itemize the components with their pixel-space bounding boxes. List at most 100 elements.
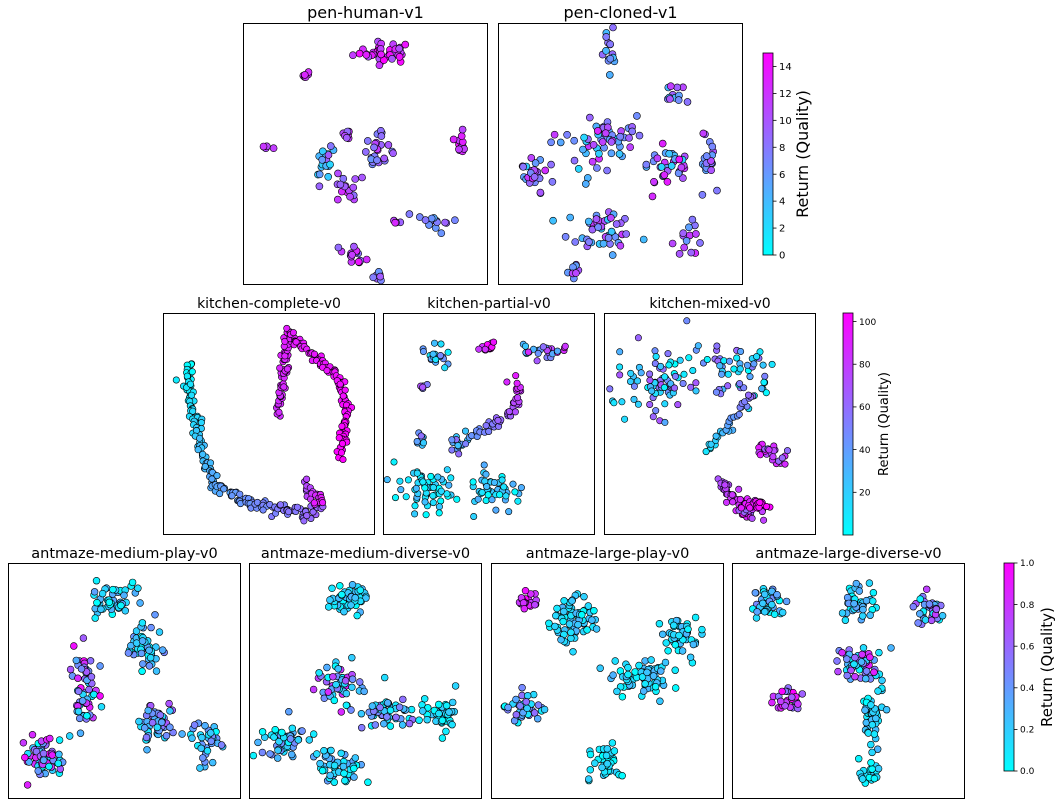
- scatter-point: [675, 250, 684, 258]
- scatter-point: [574, 165, 583, 173]
- scatter-point: [833, 657, 841, 665]
- scatter-point: [859, 644, 868, 652]
- colorbar-tick-label: 0: [779, 251, 785, 262]
- scatter-point: [514, 497, 522, 505]
- scatter-point: [423, 715, 431, 724]
- scatter-point: [138, 619, 147, 627]
- scatter-point: [339, 392, 347, 400]
- scatter-point: [482, 422, 490, 430]
- scatter-point: [634, 400, 642, 408]
- scatter-point: [858, 650, 866, 659]
- scatter-point: [606, 40, 615, 49]
- scatter-point: [647, 656, 655, 664]
- scatter-point: [627, 369, 635, 377]
- scatter-point: [339, 762, 348, 771]
- scatter-point: [628, 127, 637, 136]
- scatter-point: [692, 230, 700, 238]
- scatter-point: [300, 71, 309, 79]
- scatter-point: [875, 648, 883, 657]
- scatter-point: [663, 178, 672, 186]
- panel-title: antmaze-medium-play-v0: [31, 546, 217, 562]
- scatter-point: [342, 701, 351, 709]
- scatter-point: [199, 450, 207, 458]
- scatter-point: [197, 744, 205, 752]
- scatter-point: [601, 129, 610, 137]
- scatter-point: [207, 737, 215, 745]
- scatter-point: [878, 676, 886, 685]
- scatter-point: [656, 697, 664, 705]
- colorbar: 0 2 4 6 8 10 12 14 Return (Quality): [762, 52, 812, 262]
- scatter-point: [165, 699, 173, 708]
- scatter-point: [351, 594, 359, 602]
- scatter-point: [397, 486, 405, 494]
- scatter-point: [585, 113, 594, 122]
- scatter-point: [427, 472, 435, 480]
- scatter-point: [334, 665, 342, 673]
- scatter-point: [603, 166, 611, 175]
- scatter-point: [228, 492, 236, 500]
- scatter-point: [621, 415, 629, 423]
- scatter-point: [606, 54, 615, 63]
- scatter-point: [702, 448, 710, 456]
- scatter-point: [136, 599, 144, 607]
- scatter-point: [203, 747, 212, 755]
- scatter-point: [605, 71, 614, 79]
- scatter-point: [405, 719, 414, 728]
- scatter-point: [698, 625, 706, 634]
- panel-title: antmaze-large-play-v0: [526, 546, 690, 562]
- scatter-point: [303, 512, 311, 520]
- scatter-point: [676, 356, 684, 364]
- scatter-point: [413, 469, 421, 477]
- scatter-point: [451, 216, 459, 224]
- scatter-point: [561, 233, 570, 241]
- panel-pen-cloned-v1: pen-cloned-v1: [498, 3, 743, 285]
- scatter-point: [616, 241, 625, 250]
- scatter-point: [584, 217, 593, 226]
- scatter-point: [421, 695, 429, 703]
- colorbar-tick-label: 0.2: [1020, 726, 1034, 736]
- scatter-point: [470, 512, 478, 520]
- scatter-point: [376, 703, 384, 712]
- panel-title: antmaze-large-diverse-v0: [755, 546, 941, 562]
- scatter-point: [435, 709, 443, 718]
- scatter-point: [485, 427, 493, 435]
- scatter-point: [216, 490, 224, 498]
- scatter-point: [98, 589, 107, 598]
- scatter-point: [626, 377, 634, 385]
- scatter-point: [916, 610, 924, 618]
- scatter-point: [616, 348, 624, 356]
- scatter-point: [633, 112, 641, 120]
- scatter-point: [512, 710, 520, 719]
- scatter-point: [449, 698, 457, 707]
- scatter-point: [334, 169, 342, 178]
- scatter-point: [437, 340, 445, 348]
- scatter-point: [589, 141, 598, 149]
- scatter-point: [276, 364, 284, 372]
- scatter-point: [602, 751, 611, 760]
- scatter-point: [616, 363, 624, 371]
- scatter-point: [689, 640, 698, 649]
- scatter-point: [353, 611, 361, 620]
- scatter-point: [768, 600, 776, 609]
- scatter-point: [318, 766, 327, 775]
- scatter-point: [638, 673, 647, 681]
- colorbar-label: Return (Quality): [1038, 607, 1055, 727]
- scatter-point: [648, 387, 656, 395]
- scatter-point: [735, 485, 743, 493]
- scatter-point: [768, 698, 776, 707]
- scatter-point: [490, 478, 498, 486]
- scatter-point: [315, 170, 324, 179]
- scatter-point: [737, 504, 745, 512]
- scatter-point: [79, 634, 88, 642]
- scatter-point: [326, 160, 334, 169]
- scatter-point: [866, 611, 874, 619]
- scatter-point: [765, 446, 773, 454]
- scatter-point: [618, 771, 626, 780]
- scatter-point: [340, 607, 348, 616]
- scatter-point: [178, 730, 186, 738]
- scatter-point: [861, 674, 870, 683]
- scatter-point: [861, 706, 869, 714]
- scatter-point: [635, 661, 643, 670]
- scatter-point: [762, 389, 770, 397]
- scatter-point: [624, 663, 632, 672]
